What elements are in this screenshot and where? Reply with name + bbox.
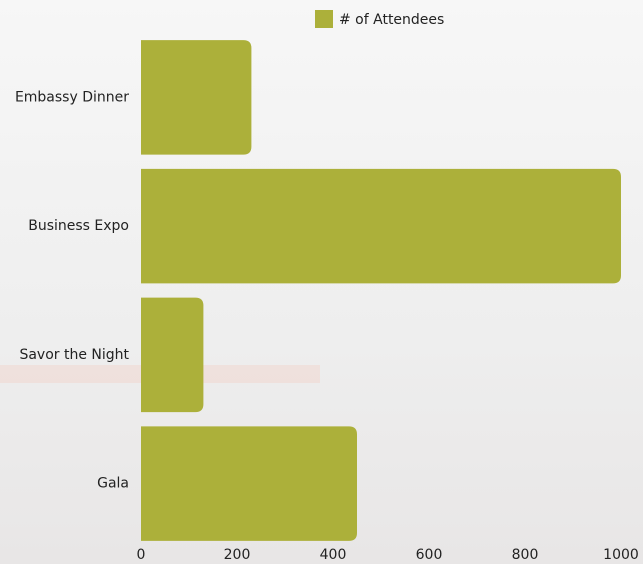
x-tick-label: 400: [320, 547, 347, 563]
legend-label: # of Attendees: [339, 12, 444, 28]
y-tick-label: Business Expo: [28, 218, 129, 234]
bar: [141, 426, 357, 541]
x-tick-label: 800: [512, 547, 539, 563]
x-tick-label: 1000: [603, 547, 639, 563]
y-tick-label: Embassy Dinner: [15, 89, 129, 105]
y-tick-label: Savor the Night: [19, 347, 129, 363]
x-tick-label: 0: [137, 547, 146, 563]
legend-swatch: [315, 10, 333, 28]
x-tick-label: 600: [416, 547, 443, 563]
bar: [141, 297, 204, 413]
y-tick-label: Gala: [97, 476, 129, 492]
x-tick-label: 200: [224, 547, 251, 563]
bar: [141, 168, 621, 284]
bar: [141, 40, 252, 155]
